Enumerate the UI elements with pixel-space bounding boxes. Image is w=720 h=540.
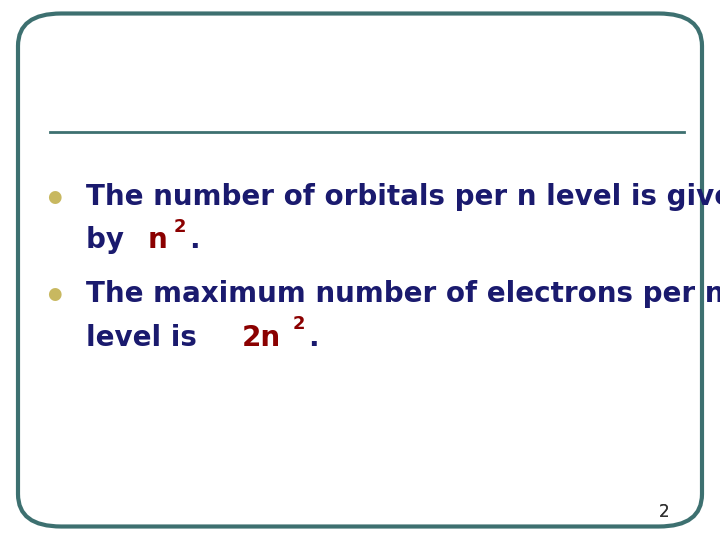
Text: .: . [189,226,200,254]
Text: 2: 2 [174,218,186,236]
Text: .: . [308,323,319,352]
Text: 2: 2 [292,315,305,333]
Text: 2n: 2n [242,323,281,352]
Text: The number of orbitals per n level is given: The number of orbitals per n level is gi… [86,183,720,211]
Text: 2: 2 [659,503,670,521]
Text: n: n [148,226,168,254]
Text: ●: ● [47,285,61,303]
Text: level is: level is [86,323,207,352]
Text: 2: 2 [174,218,186,236]
Text: 2: 2 [292,315,305,333]
Text: ●: ● [47,188,61,206]
Text: by: by [86,226,134,254]
Text: The maximum number of electrons per n: The maximum number of electrons per n [86,280,720,308]
FancyBboxPatch shape [18,14,702,526]
Text: 2: 2 [659,503,670,521]
